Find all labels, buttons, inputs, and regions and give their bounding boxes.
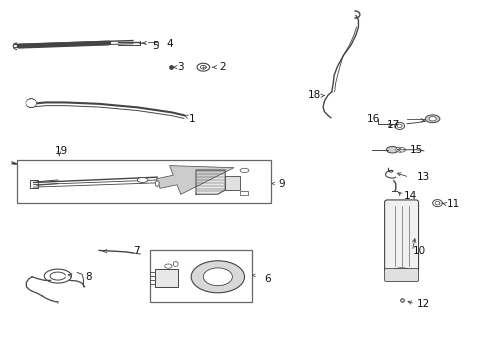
Text: 10: 10	[412, 246, 426, 256]
Text: 6: 6	[264, 274, 270, 284]
Ellipse shape	[428, 117, 435, 121]
Circle shape	[27, 100, 36, 106]
Bar	[150, 250, 251, 302]
Text: 13: 13	[416, 172, 429, 182]
Bar	[239, 192, 248, 195]
Text: 11: 11	[446, 199, 460, 209]
Ellipse shape	[240, 168, 248, 172]
Ellipse shape	[425, 115, 439, 123]
Text: 9: 9	[278, 179, 285, 189]
Text: 14: 14	[403, 191, 416, 201]
Text: 18: 18	[307, 90, 321, 100]
Bar	[17, 161, 271, 203]
Polygon shape	[196, 170, 224, 194]
Ellipse shape	[203, 268, 232, 286]
Text: 7: 7	[133, 246, 140, 256]
FancyBboxPatch shape	[384, 200, 418, 272]
Text: 12: 12	[416, 299, 429, 309]
Text: 5: 5	[152, 41, 159, 51]
Ellipse shape	[164, 264, 172, 268]
Text: 1: 1	[188, 114, 195, 124]
Text: 15: 15	[408, 145, 422, 155]
Ellipse shape	[137, 177, 148, 183]
Text: 2: 2	[218, 62, 225, 72]
FancyBboxPatch shape	[384, 269, 418, 282]
Text: 16: 16	[366, 114, 379, 124]
FancyArrow shape	[156, 166, 233, 194]
Ellipse shape	[173, 261, 178, 266]
Text: 17: 17	[386, 120, 399, 130]
Ellipse shape	[386, 147, 398, 153]
Text: 8: 8	[85, 272, 92, 282]
Ellipse shape	[391, 268, 410, 276]
Text: 4: 4	[166, 39, 173, 49]
Text: 19: 19	[54, 146, 67, 156]
Bar	[224, 176, 239, 190]
Ellipse shape	[395, 147, 405, 152]
Bar	[155, 269, 178, 287]
Ellipse shape	[191, 261, 244, 293]
Text: 3: 3	[177, 62, 184, 72]
Ellipse shape	[155, 181, 159, 186]
